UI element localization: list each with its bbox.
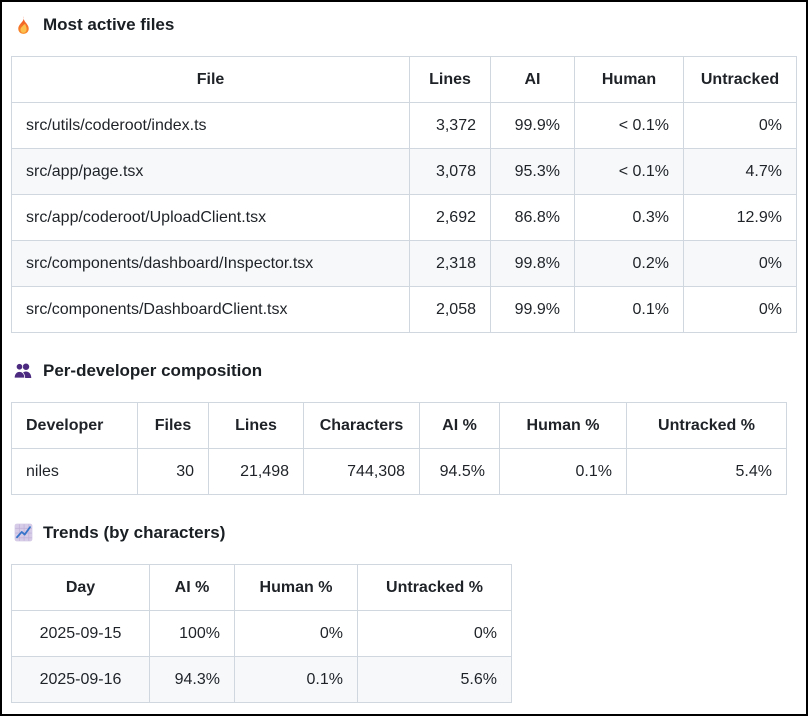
- header-row: Developer Files Lines Characters AI % Human %…: [11, 402, 787, 449]
- most-active-files-heading: Most active files: [13, 13, 797, 36]
- section-title: Trends (by characters): [43, 523, 226, 542]
- trend-chart-icon: [13, 523, 33, 543]
- table-cell: 95.3%: [490, 148, 575, 195]
- table-cell: 0.1%: [499, 448, 627, 495]
- column-header: Lines: [208, 402, 304, 449]
- column-header: AI %: [149, 564, 235, 611]
- table-cell: 94.5%: [419, 448, 500, 495]
- table-cell: 0.2%: [574, 240, 684, 287]
- people-icon: [13, 361, 33, 381]
- section-title: Per-developer composition: [43, 361, 263, 380]
- table-row: src/utils/coderoot/index.ts 3,372 99.9% < 0…: [11, 102, 797, 149]
- column-header: AI %: [419, 402, 500, 449]
- table-cell: 2,318: [409, 240, 491, 287]
- column-header: Developer: [11, 402, 138, 449]
- table-cell: 0%: [683, 102, 797, 149]
- section-most-active-files: Most active files File Lines AI Human Untrac…: [11, 13, 797, 333]
- header-row: File Lines AI Human Untracked: [11, 56, 797, 103]
- per-developer-heading: Per-developer composition: [13, 359, 797, 382]
- table-cell: 21,498: [208, 448, 304, 495]
- column-header: Untracked: [683, 56, 797, 103]
- table-cell: niles: [11, 448, 138, 495]
- table-cell: src/components/DashboardClient.tsx: [11, 286, 410, 333]
- table-cell: 0%: [234, 610, 358, 657]
- most-active-files-table: File Lines AI Human Untracked src/utils/coder…: [11, 56, 797, 333]
- section-per-developer-composition: Per-developer composition Developer Files…: [11, 359, 797, 495]
- table-cell: 2,058: [409, 286, 491, 333]
- column-header: File: [11, 56, 410, 103]
- column-header: Day: [11, 564, 150, 611]
- table-cell: 5.4%: [626, 448, 787, 495]
- table-cell: 0.3%: [574, 194, 684, 241]
- table-cell: 0.1%: [234, 656, 358, 703]
- section-trends: Trends (by characters) Day AI % Human % Unt…: [11, 521, 797, 703]
- table-row: niles 30 21,498 744,308 94.5% 0.1% 5.4%: [11, 448, 787, 495]
- table-cell: 99.8%: [490, 240, 575, 287]
- table-row: src/components/dashboard/Inspector.tsx 2,…: [11, 240, 797, 287]
- table-cell: 86.8%: [490, 194, 575, 241]
- table-cell: 2,692: [409, 194, 491, 241]
- table-cell: src/app/page.tsx: [11, 148, 410, 195]
- flame-icon: [13, 15, 33, 35]
- table-cell: 3,372: [409, 102, 491, 149]
- table-cell: 94.3%: [149, 656, 235, 703]
- table-cell: 30: [137, 448, 209, 495]
- header-row: Day AI % Human % Untracked %: [11, 564, 512, 611]
- table-row: 2025-09-16 94.3% 0.1% 5.6%: [11, 656, 512, 703]
- table-cell: 3,078: [409, 148, 491, 195]
- per-developer-table: Developer Files Lines Characters AI % Human %…: [11, 402, 787, 495]
- table-cell: 0%: [683, 240, 797, 287]
- trends-heading: Trends (by characters): [13, 521, 797, 544]
- column-header: AI: [490, 56, 575, 103]
- table-cell: 0%: [357, 610, 512, 657]
- table-cell: src/utils/coderoot/index.ts: [11, 102, 410, 149]
- table-cell: 0%: [683, 286, 797, 333]
- column-header: Characters: [303, 402, 420, 449]
- table-cell: 2025-09-15: [11, 610, 150, 657]
- table-cell: 100%: [149, 610, 235, 657]
- section-title: Most active files: [43, 15, 175, 34]
- table-cell: 2025-09-16: [11, 656, 150, 703]
- table-row: src/app/page.tsx 3,078 95.3% < 0.1% 4.7%: [11, 148, 797, 195]
- table-cell: 99.9%: [490, 286, 575, 333]
- column-header: Lines: [409, 56, 491, 103]
- table-cell: 744,308: [303, 448, 420, 495]
- table-cell: < 0.1%: [574, 148, 684, 195]
- table-cell: src/app/coderoot/UploadClient.tsx: [11, 194, 410, 241]
- table-row: src/app/coderoot/UploadClient.tsx 2,692 86…: [11, 194, 797, 241]
- column-header: Human: [574, 56, 684, 103]
- table-cell: 4.7%: [683, 148, 797, 195]
- column-header: Untracked %: [357, 564, 512, 611]
- column-header: Untracked %: [626, 402, 787, 449]
- table-row: src/components/DashboardClient.tsx 2,058 9…: [11, 286, 797, 333]
- table-row: 2025-09-15 100% 0% 0%: [11, 610, 512, 657]
- trends-table: Day AI % Human % Untracked % 2025-09-15 100% 0…: [11, 564, 512, 703]
- table-cell: 0.1%: [574, 286, 684, 333]
- column-header: Files: [137, 402, 209, 449]
- table-cell: < 0.1%: [574, 102, 684, 149]
- column-header: Human %: [499, 402, 627, 449]
- table-cell: src/components/dashboard/Inspector.tsx: [11, 240, 410, 287]
- column-header: Human %: [234, 564, 358, 611]
- table-cell: 99.9%: [490, 102, 575, 149]
- table-cell: 12.9%: [683, 194, 797, 241]
- table-cell: 5.6%: [357, 656, 512, 703]
